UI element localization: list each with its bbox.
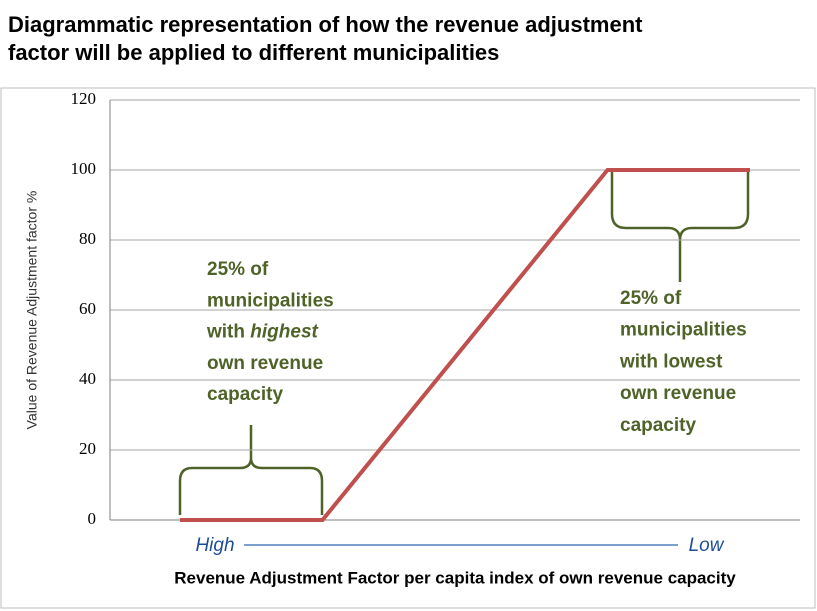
- annotation: with highest: [206, 322, 319, 343]
- chart-title: factor will be applied to different muni…: [8, 40, 499, 65]
- chart-frame: [0, 87, 816, 609]
- data-line: [180, 168, 750, 522]
- annotation: 25% of: [207, 259, 269, 280]
- x-start-label: High: [195, 535, 234, 556]
- y-tick-label: 80: [79, 229, 96, 248]
- y-tick-label: 100: [71, 159, 97, 178]
- annotation: own revenue: [620, 383, 736, 404]
- y-tick-label: 20: [79, 439, 96, 458]
- annotation: municipalities: [620, 320, 747, 341]
- annotation: 25% of: [620, 288, 682, 309]
- y-tick-label: 40: [79, 369, 96, 388]
- x-end-label: Low: [689, 535, 725, 556]
- annotation: with lowest: [619, 351, 723, 372]
- chart-title: Diagrammatic representation of how the r…: [8, 12, 643, 37]
- y-tick-label: 0: [88, 509, 97, 528]
- annotation-text: with: [206, 322, 245, 343]
- x-axis-label: Revenue Adjustment Factor per capita ind…: [174, 568, 736, 587]
- annotation: capacity: [620, 415, 696, 436]
- y-tick-label: 120: [71, 89, 97, 108]
- annotation: municipalities: [207, 290, 334, 311]
- y-tick-label: 60: [79, 299, 96, 318]
- annotation-emphasis: highest: [250, 322, 318, 343]
- y-axis-label: Value of Revenue Adjustment factor %: [24, 191, 40, 430]
- annotation: capacity: [207, 384, 283, 405]
- annotation: own revenue: [207, 353, 323, 374]
- brace: [610, 168, 750, 282]
- brace: [178, 425, 324, 515]
